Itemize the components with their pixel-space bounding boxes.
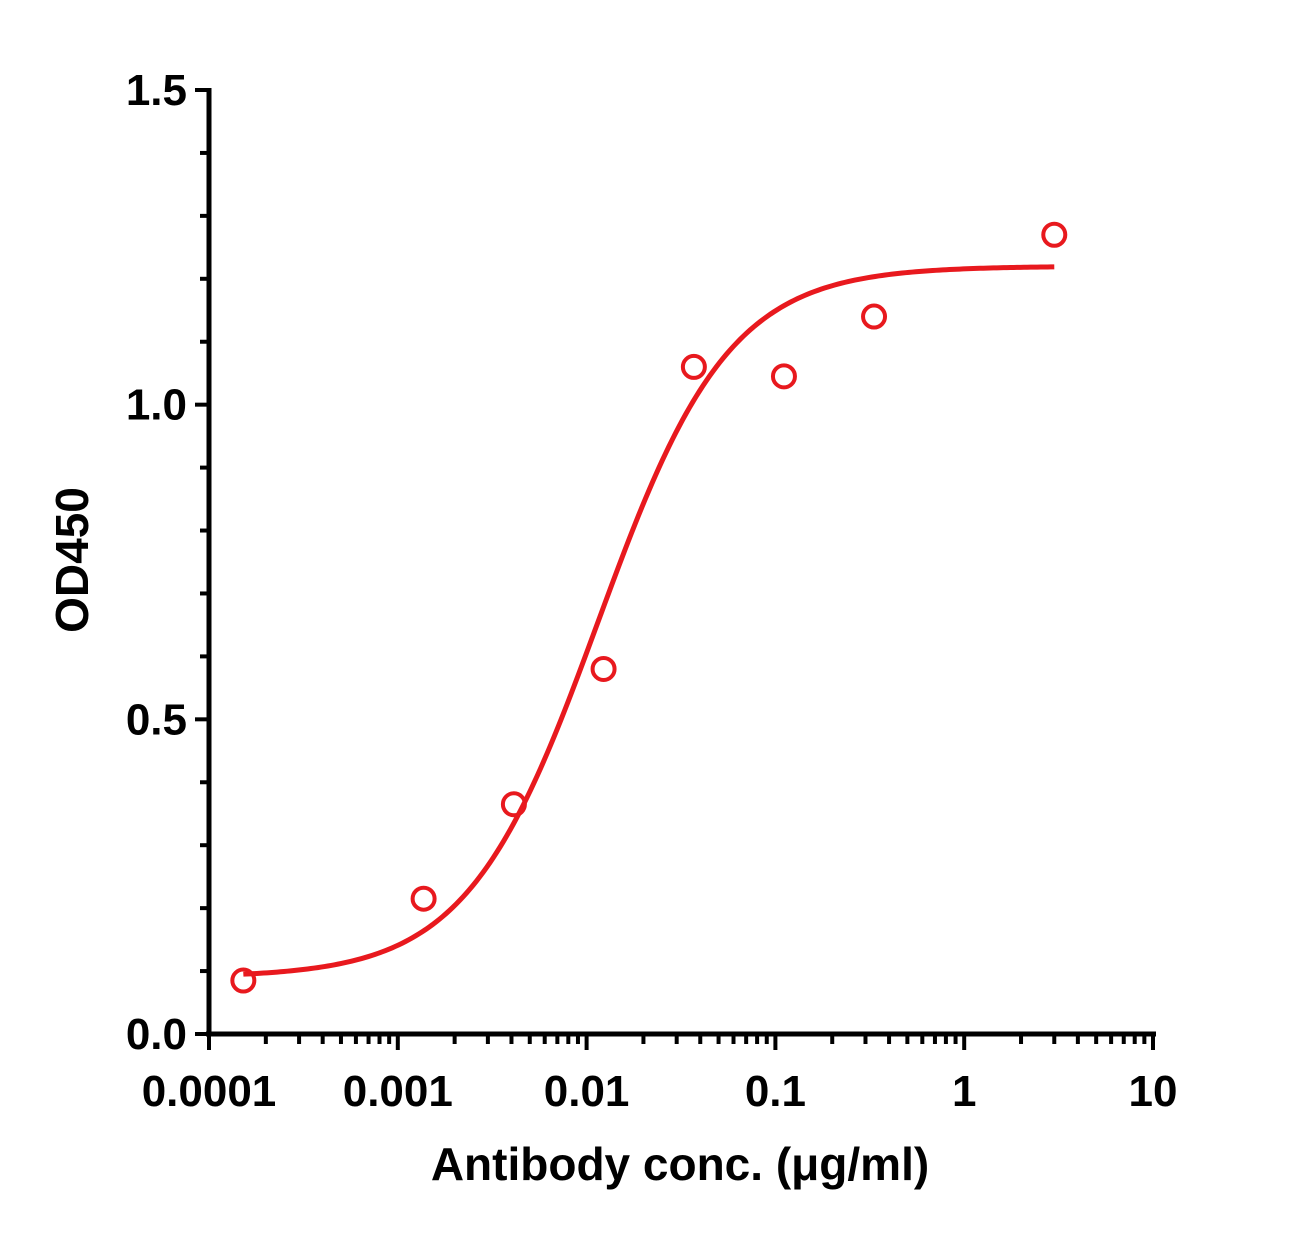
y-tick-label: 1.5 bbox=[126, 66, 187, 115]
data-point bbox=[861, 303, 888, 330]
x-axis-title: Antibody conc. (μg/ml) bbox=[431, 1138, 929, 1190]
y-tick-label: 0.0 bbox=[126, 1010, 187, 1059]
ticks bbox=[195, 88, 1155, 1050]
data-point bbox=[770, 363, 797, 390]
tick-labels: 0.0 0.5 1.0 1.5 0.0001 0.001 0.01 0.1 1 10 bbox=[126, 66, 1178, 1116]
data-point bbox=[500, 791, 527, 818]
data-point bbox=[680, 353, 707, 380]
x-tick-label: 10 bbox=[1129, 1067, 1178, 1116]
axes bbox=[206, 88, 1156, 1037]
x-tick-label: 1 bbox=[952, 1067, 976, 1116]
fit-curve bbox=[243, 264, 1055, 977]
data-point bbox=[590, 655, 617, 682]
y-axis-title: OD450 bbox=[46, 487, 98, 633]
x-tick-label: 0.01 bbox=[544, 1067, 630, 1116]
x-tick-label: 0.001 bbox=[343, 1067, 453, 1116]
data-points bbox=[230, 221, 1068, 994]
data-point bbox=[230, 967, 257, 994]
x-tick-label: 0.0001 bbox=[142, 1067, 277, 1116]
data-point bbox=[1041, 221, 1068, 248]
data-point bbox=[410, 885, 437, 912]
y-tick-label: 0.5 bbox=[126, 695, 187, 744]
x-tick-label: 0.1 bbox=[745, 1067, 806, 1116]
y-tick-label: 1.0 bbox=[126, 381, 187, 430]
